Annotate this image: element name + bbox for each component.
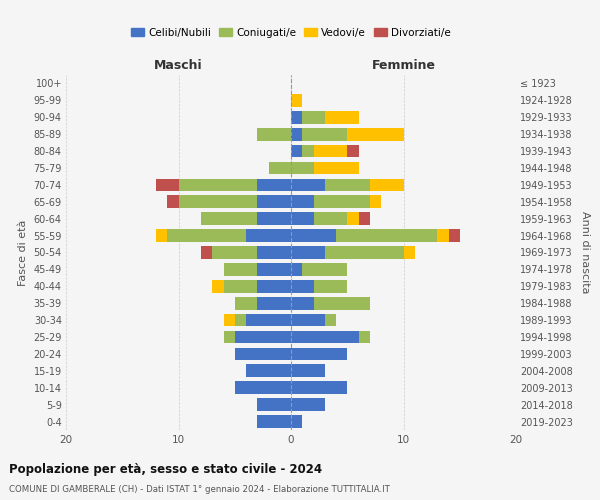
Bar	[314, 297, 370, 310]
Text: Femmine: Femmine	[371, 58, 436, 71]
Bar	[156, 230, 167, 242]
Bar	[291, 364, 325, 377]
Bar	[370, 178, 404, 191]
Text: Maschi: Maschi	[154, 58, 203, 71]
Bar	[257, 297, 291, 310]
Bar	[257, 398, 291, 411]
Bar	[370, 196, 381, 208]
Bar	[314, 212, 347, 225]
Bar	[437, 230, 449, 242]
Bar	[235, 297, 257, 310]
Bar	[336, 230, 437, 242]
Bar	[257, 128, 291, 140]
Bar	[156, 178, 179, 191]
Bar	[449, 230, 460, 242]
Bar	[223, 263, 257, 276]
Bar	[291, 144, 302, 158]
Bar	[167, 196, 179, 208]
Bar	[347, 144, 359, 158]
Bar	[291, 212, 314, 225]
Text: COMUNE DI GAMBERALE (CH) - Dati ISTAT 1° gennaio 2024 - Elaborazione TUTTITALIA.: COMUNE DI GAMBERALE (CH) - Dati ISTAT 1°…	[9, 485, 390, 494]
Bar	[291, 128, 302, 140]
Bar	[235, 330, 291, 344]
Y-axis label: Anni di nascita: Anni di nascita	[580, 211, 590, 294]
Bar	[359, 212, 370, 225]
Bar	[212, 280, 223, 292]
Bar	[314, 162, 359, 174]
Bar	[347, 212, 359, 225]
Bar	[325, 111, 359, 124]
Bar	[257, 196, 291, 208]
Bar	[314, 196, 370, 208]
Bar	[235, 382, 291, 394]
Bar	[291, 398, 325, 411]
Bar	[246, 364, 291, 377]
Bar	[223, 330, 235, 344]
Bar	[291, 94, 302, 106]
Bar	[291, 263, 302, 276]
Bar	[291, 196, 314, 208]
Bar	[257, 178, 291, 191]
Bar	[235, 314, 246, 326]
Bar	[302, 128, 347, 140]
Bar	[291, 246, 325, 259]
Bar	[291, 382, 347, 394]
Bar	[291, 330, 359, 344]
Bar	[167, 230, 246, 242]
Bar	[314, 280, 347, 292]
Bar	[223, 280, 257, 292]
Bar	[257, 263, 291, 276]
Bar	[246, 314, 291, 326]
Bar	[302, 111, 325, 124]
Text: Popolazione per età, sesso e stato civile - 2024: Popolazione per età, sesso e stato civil…	[9, 462, 322, 475]
Legend: Celibi/Nubili, Coniugati/e, Vedovi/e, Divorziati/e: Celibi/Nubili, Coniugati/e, Vedovi/e, Di…	[127, 24, 455, 42]
Bar	[291, 280, 314, 292]
Bar	[212, 246, 257, 259]
Bar	[347, 128, 404, 140]
Bar	[325, 246, 404, 259]
Bar	[235, 348, 291, 360]
Bar	[291, 230, 336, 242]
Bar	[246, 230, 291, 242]
Bar	[314, 144, 347, 158]
Bar	[223, 314, 235, 326]
Bar	[291, 314, 325, 326]
Bar	[302, 263, 347, 276]
Bar	[291, 348, 347, 360]
Bar	[291, 162, 314, 174]
Bar	[302, 144, 314, 158]
Bar	[201, 212, 257, 225]
Bar	[291, 111, 302, 124]
Bar	[257, 212, 291, 225]
Bar	[179, 178, 257, 191]
Y-axis label: Fasce di età: Fasce di età	[18, 220, 28, 286]
Bar	[291, 415, 302, 428]
Bar	[359, 330, 370, 344]
Bar	[201, 246, 212, 259]
Bar	[325, 178, 370, 191]
Bar	[404, 246, 415, 259]
Bar	[257, 246, 291, 259]
Bar	[179, 196, 257, 208]
Bar	[269, 162, 291, 174]
Bar	[257, 280, 291, 292]
Bar	[291, 297, 314, 310]
Bar	[257, 415, 291, 428]
Bar	[291, 178, 325, 191]
Bar	[325, 314, 336, 326]
